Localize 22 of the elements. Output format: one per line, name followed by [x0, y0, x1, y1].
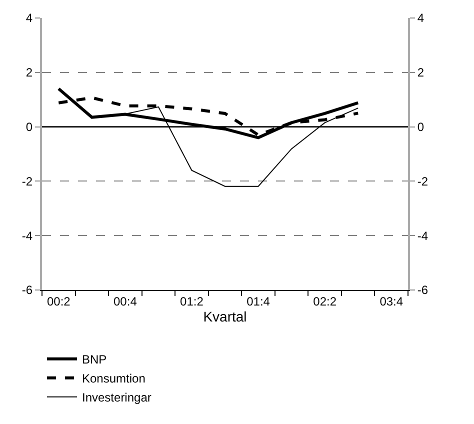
- y2-tick-label: -4: [417, 228, 428, 243]
- x-tick-label: 00:2: [46, 294, 71, 308]
- x-tick-label: 03:4: [380, 294, 404, 308]
- y2-tick-label: -2: [417, 174, 428, 188]
- y2-tick-label: 2: [417, 66, 424, 80]
- x-tick-label: 02:2: [313, 294, 337, 308]
- legend-label: BNP: [82, 352, 107, 367]
- y2-tick-label: 4: [417, 11, 424, 26]
- y-tick-label: -2: [22, 174, 33, 188]
- y-tick-label: -4: [22, 228, 33, 243]
- y2-tick-label: -6: [417, 283, 428, 298]
- x-tick-label: 00:4: [114, 294, 138, 308]
- legend-label: Investeringar: [82, 390, 152, 405]
- x-tick-label: 01:4: [246, 294, 270, 308]
- x-axis-title: Kvartal: [203, 308, 247, 325]
- y-tick-label: 0: [26, 120, 33, 134]
- y-tick-label: -6: [22, 283, 33, 298]
- y2-tick-label: 0: [417, 120, 424, 134]
- y-tick-label: 2: [26, 66, 33, 80]
- x-tick-label: 01:2: [180, 294, 204, 308]
- legend-label: Konsumtion: [82, 372, 146, 386]
- y-tick-label: 4: [26, 11, 33, 26]
